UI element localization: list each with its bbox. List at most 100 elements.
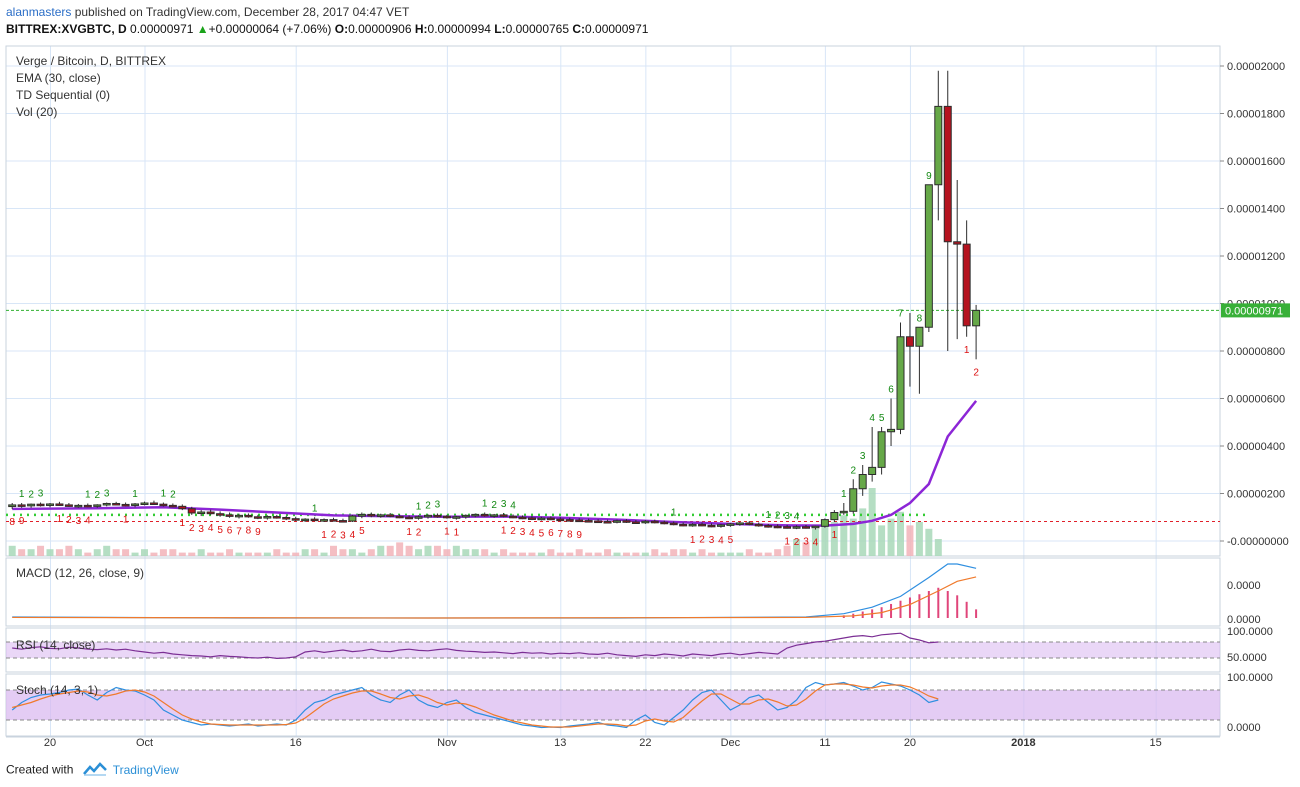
td-buy-count: 4	[510, 500, 516, 511]
y-tick-label: 0.00000200	[1227, 489, 1285, 501]
x-tick-label: 15	[1150, 737, 1162, 749]
volume-bar	[46, 549, 54, 556]
high-label: H:	[414, 22, 428, 36]
volume-bar	[660, 552, 668, 556]
candle-body	[905, 336, 914, 347]
volume-bar	[254, 552, 262, 556]
volume-bar	[613, 552, 621, 556]
volume-bar	[830, 522, 838, 556]
volume-bar	[840, 515, 848, 556]
candle-body	[537, 517, 546, 521]
candle-body	[27, 503, 36, 507]
candle-body	[887, 428, 896, 433]
td-buy-count: 2	[850, 465, 856, 476]
candle-body	[357, 513, 366, 517]
legend-vol[interactable]: Vol (20)	[16, 105, 58, 119]
volume-bar	[509, 552, 517, 556]
legend-rsi[interactable]: RSI (14, close)	[16, 638, 96, 652]
volume-bar	[802, 542, 810, 556]
volume-bar	[774, 549, 782, 556]
volume-bar	[934, 539, 942, 556]
candle-body	[594, 520, 603, 524]
td-buy-count: 8	[917, 313, 923, 324]
volume-bar	[755, 552, 763, 556]
volume-bar	[159, 549, 167, 556]
td-sell-count: 3	[803, 537, 809, 548]
td-sell-count: 2	[416, 528, 422, 539]
author-link[interactable]: alanmasters	[6, 5, 72, 19]
legend-stoch[interactable]: Stoch (14, 3, 1)	[16, 683, 99, 697]
volume-bar	[556, 552, 564, 556]
close-value: 0.00000971	[585, 22, 649, 36]
candle-body	[490, 514, 499, 517]
volume-bar	[93, 549, 101, 556]
candle-body	[461, 514, 470, 518]
publish-info: alanmasters published on TradingView.com…	[6, 5, 409, 19]
rsi-tick-label: 100.0000	[1227, 626, 1273, 638]
volume-bar	[226, 549, 234, 556]
td-sell-count: 1	[832, 530, 838, 541]
td-buy-count: 3	[860, 451, 866, 462]
volume-bar	[764, 552, 772, 556]
candle-body	[376, 514, 385, 517]
open-label: O:	[334, 22, 349, 36]
td-buy-count: 7	[898, 309, 904, 320]
volume-bar	[292, 552, 300, 556]
candle-body	[972, 309, 981, 327]
td-sell-count: 1	[321, 530, 327, 541]
symbol-label: BITTREX:XVGBTC, D	[6, 22, 127, 36]
close-label: C:	[572, 22, 586, 36]
candle-body	[858, 474, 867, 490]
td-sell-count: 2	[66, 515, 72, 526]
candle-body	[773, 525, 782, 529]
volume-bar	[641, 552, 649, 556]
candle-body	[140, 502, 149, 505]
legend-macd[interactable]: MACD (12, 26, close, 9)	[16, 566, 145, 580]
candle-body	[235, 514, 243, 518]
td-buy-count: 3	[501, 499, 507, 510]
candle-body	[839, 510, 848, 514]
low-label: L:	[494, 22, 506, 36]
last-price: 0.00000971	[130, 22, 194, 36]
legend-td[interactable]: TD Sequential (0)	[16, 88, 111, 102]
x-tick-label: 13	[554, 737, 566, 749]
candle-body	[868, 466, 877, 475]
candle-body	[329, 519, 338, 522]
volume-bar	[519, 552, 526, 556]
volume-bar	[339, 549, 347, 556]
candle-body	[792, 526, 801, 529]
volume-bar	[443, 549, 451, 556]
rsi-tick-label: 50.0000	[1227, 652, 1267, 664]
candle-body	[480, 513, 489, 517]
candle-body	[310, 518, 319, 522]
macd-tick-label: 0.0000	[1227, 614, 1261, 626]
candle-body	[527, 517, 536, 520]
volume-bar	[178, 552, 186, 556]
volume-bar	[301, 549, 309, 556]
volume-bar	[188, 552, 196, 556]
time-axis[interactable]: 20Oct16Nov1322Dec1120201815Feb	[6, 736, 1300, 749]
candle-body	[46, 503, 54, 506]
price-axis[interactable]: 0.00002000 0.00001800 0.00001600 0.00001400…	[1220, 61, 1290, 548]
td-buy-count: 1	[19, 489, 25, 500]
td-sell-count: 1	[123, 514, 129, 525]
volume-bar	[651, 549, 659, 556]
candle-body	[631, 521, 640, 524]
level-lines	[6, 309, 1220, 523]
candle-body	[55, 503, 64, 506]
last-price-badge	[1221, 303, 1290, 318]
y-tick-label: -0.00000000	[1227, 536, 1289, 548]
legend-ema[interactable]: EMA (30, close)	[16, 71, 101, 85]
macd-line	[12, 563, 977, 619]
candle-body	[244, 514, 253, 518]
td-sell-count: 4	[85, 515, 91, 526]
stoch-d-line	[12, 683, 939, 728]
tradingview-link[interactable]: TradingView	[112, 762, 179, 777]
volume-bar	[887, 518, 895, 556]
x-tick-label: 16	[290, 737, 302, 749]
candle-body	[716, 524, 725, 527]
volume-bar	[131, 552, 139, 556]
volume-bar	[282, 552, 290, 556]
volume-bar	[783, 545, 791, 556]
